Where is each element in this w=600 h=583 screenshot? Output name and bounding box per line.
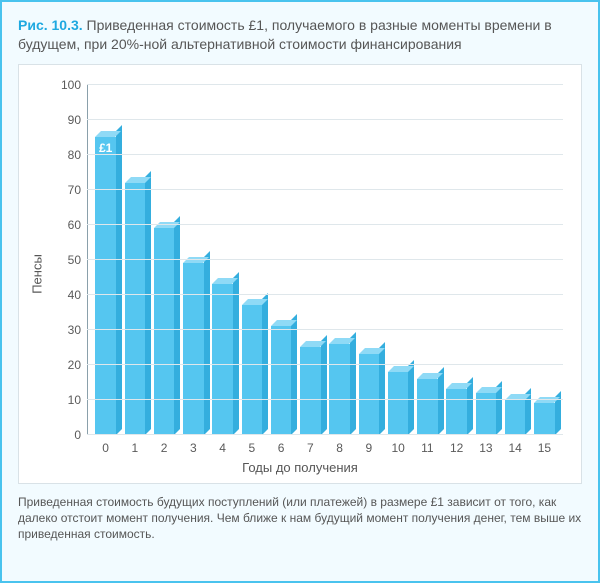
- bar-front: [388, 372, 408, 435]
- chart-area: £10123456789101112131415 010203040506070…: [87, 85, 563, 435]
- y-tick-label: 100: [61, 78, 87, 92]
- y-tick-label: 60: [68, 218, 87, 232]
- bar-slot: £10: [91, 85, 120, 435]
- bar-front: [534, 403, 554, 435]
- bar-front: [125, 183, 145, 435]
- x-tick-label: 6: [278, 435, 285, 455]
- bar: [183, 263, 203, 435]
- x-tick-label: 12: [450, 435, 463, 455]
- bar: [271, 326, 291, 435]
- bar-slot: 11: [413, 85, 442, 435]
- grid-line: 70: [87, 189, 563, 190]
- y-axis-title: Пенсы: [30, 254, 45, 294]
- bar: [242, 305, 262, 435]
- x-tick-label: 14: [508, 435, 521, 455]
- figure-caption: Приведенная стоимость будущих поступлени…: [18, 494, 582, 543]
- figure-title: Рис. 10.3. Приведенная стоимость £1, пол…: [18, 16, 582, 54]
- x-tick-label: 2: [161, 435, 168, 455]
- bar-front: [271, 326, 291, 435]
- y-tick-label: 80: [68, 148, 87, 162]
- grid-line: 30: [87, 329, 563, 330]
- bars-container: £10123456789101112131415: [87, 85, 563, 435]
- grid-line: 60: [87, 224, 563, 225]
- grid-line: 90: [87, 119, 563, 120]
- bar-slot: 6: [267, 85, 296, 435]
- figure-container: Рис. 10.3. Приведенная стоимость £1, пол…: [0, 0, 600, 583]
- x-tick-label: 5: [249, 435, 256, 455]
- y-tick-label: 10: [68, 393, 87, 407]
- bar: [359, 354, 379, 435]
- bar: [212, 284, 232, 435]
- x-tick-label: 0: [102, 435, 109, 455]
- y-tick-label: 40: [68, 288, 87, 302]
- grid-line: 100: [87, 84, 563, 85]
- y-tick-label: 20: [68, 358, 87, 372]
- x-tick-label: 7: [307, 435, 314, 455]
- x-tick-label: 11: [421, 435, 433, 455]
- y-tick-label: 70: [68, 183, 87, 197]
- x-tick-label: 8: [336, 435, 343, 455]
- bar: [417, 379, 437, 435]
- bar-slot: 15: [530, 85, 559, 435]
- grid-line: 40: [87, 294, 563, 295]
- bar: [534, 403, 554, 435]
- plot-area: £10123456789101112131415 010203040506070…: [87, 85, 563, 435]
- bar-slot: 7: [296, 85, 325, 435]
- bar-slot: 14: [501, 85, 530, 435]
- bar: [388, 372, 408, 435]
- figure-title-prefix: Рис. 10.3.: [18, 17, 83, 33]
- bar: [125, 183, 145, 435]
- y-tick-label: 30: [68, 323, 87, 337]
- x-tick-label: 13: [479, 435, 492, 455]
- bar-front: [242, 305, 262, 435]
- bar-slot: 3: [179, 85, 208, 435]
- x-tick-label: 10: [391, 435, 404, 455]
- x-tick-label: 4: [219, 435, 226, 455]
- grid-line: 50: [87, 259, 563, 260]
- bar-front: [329, 344, 349, 435]
- bar-slot: 2: [150, 85, 179, 435]
- bar-front: [212, 284, 232, 435]
- x-tick-label: 15: [538, 435, 551, 455]
- figure-title-text: Приведенная стоимость £1, получаемого в …: [18, 17, 552, 52]
- x-tick-label: 9: [366, 435, 373, 455]
- chart-panel: Пенсы £10123456789101112131415 010203040…: [18, 64, 582, 484]
- bar-slot: 10: [384, 85, 413, 435]
- x-axis-title: Годы до получения: [19, 460, 581, 475]
- grid-line: 10: [87, 399, 563, 400]
- bar: [446, 389, 466, 435]
- bar-slot: 4: [208, 85, 237, 435]
- bar: [300, 347, 320, 435]
- bar-front: [505, 400, 525, 435]
- bar-front: £1: [95, 137, 115, 435]
- bar-front: [359, 354, 379, 435]
- bar-slot: 9: [354, 85, 383, 435]
- bar: [329, 344, 349, 435]
- grid-line: 80: [87, 154, 563, 155]
- x-tick-label: 3: [190, 435, 197, 455]
- bar-slot: 12: [442, 85, 471, 435]
- y-tick-label: 90: [68, 113, 87, 127]
- bar-front: [417, 379, 437, 435]
- bar-front: [183, 263, 203, 435]
- y-tick-label: 0: [74, 428, 87, 442]
- bar-front: [446, 389, 466, 435]
- bar: [505, 400, 525, 435]
- y-tick-label: 50: [68, 253, 87, 267]
- grid-line: 0: [87, 434, 563, 435]
- grid-line: 20: [87, 364, 563, 365]
- bar-slot: 1: [120, 85, 149, 435]
- bar-slot: 8: [325, 85, 354, 435]
- bar-front: [300, 347, 320, 435]
- x-tick-label: 1: [132, 435, 139, 455]
- bar: £1: [95, 137, 115, 435]
- bar-slot: 5: [237, 85, 266, 435]
- bar-slot: 13: [471, 85, 500, 435]
